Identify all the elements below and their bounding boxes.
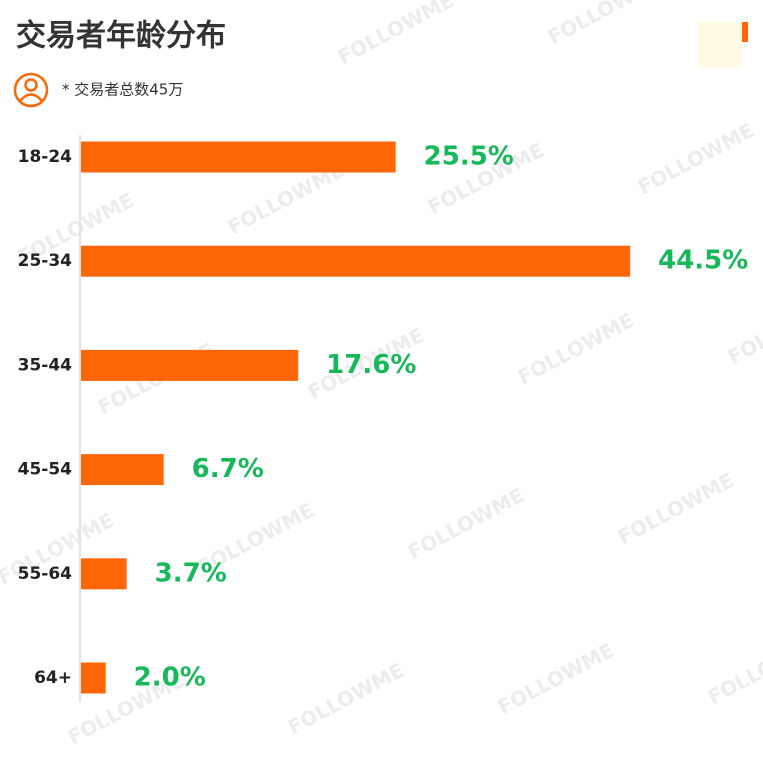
bar [81,349,299,381]
watermark: FOLLOWME [494,638,618,719]
watermark: FOLLOWME [544,0,668,49]
value-label: 44.5% [658,246,748,276]
y-tick-label: 35-44 [18,355,73,375]
bar [81,141,396,173]
user-icon [13,72,49,108]
bar [81,662,106,694]
watermark: FOLLOWME [704,628,763,709]
y-tick-label: 25-34 [18,251,73,271]
watermark: FOLLOWME [514,308,638,389]
watermark: FOLLOWME [614,468,738,549]
watermark: FOLLOWME [724,288,763,369]
value-label: 17.6% [326,350,416,380]
value-label: 6.7% [192,454,264,484]
subtitle: * 交易者总数45万 [62,81,183,99]
value-label: 25.5% [424,142,514,172]
y-tick-label: 18-24 [18,147,73,167]
watermark: FOLLOWME [334,0,458,69]
y-tick-label: 64+ [34,668,72,688]
corner-badge [698,22,742,68]
value-label: 3.7% [155,558,227,588]
chart-title: 交易者年龄分布 [16,19,226,54]
value-label: 2.0% [134,663,206,693]
watermark: FOLLOWME [404,483,528,564]
corner-badge-edge [742,22,748,42]
watermark: FOLLOWME [284,658,408,739]
y-tick-label: 55-64 [18,564,73,584]
watermark: FOLLOWME [634,118,758,199]
bar [81,558,127,590]
y-tick-label: 45-54 [18,460,73,480]
bar [81,245,631,277]
bar [81,454,164,486]
